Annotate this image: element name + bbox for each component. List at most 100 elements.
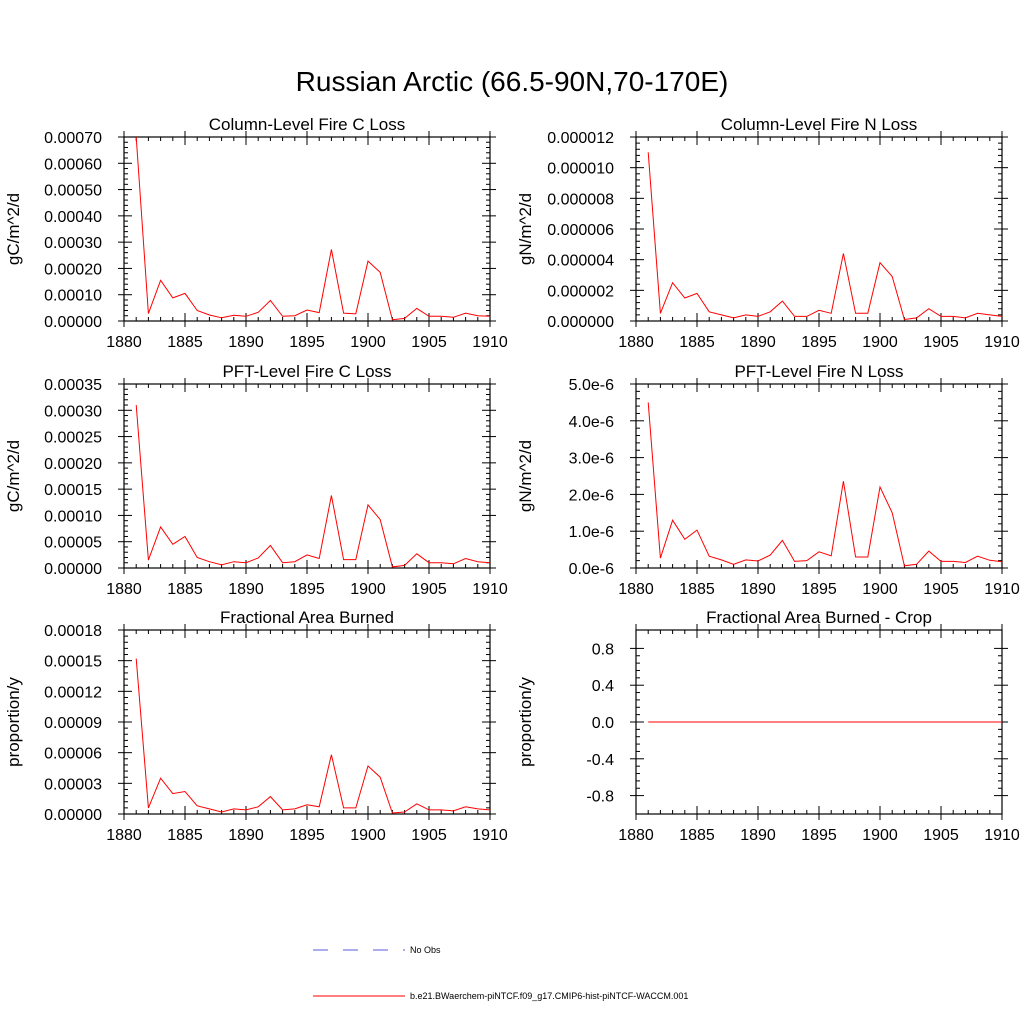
y-axis-label: gN/m^2/d	[516, 193, 535, 265]
x-tick-label: 1880	[618, 827, 654, 844]
y-axis-label: gC/m^2/d	[4, 193, 23, 265]
y-tick-label: 0.00070	[44, 130, 102, 147]
x-tick-label: 1900	[350, 581, 386, 598]
figure-title: Russian Arctic (66.5-90N,70-170E)	[296, 66, 729, 97]
y-tick-label: 0.00030	[44, 235, 102, 252]
y-tick-label: 0.00000	[44, 314, 102, 331]
panel-title: Fractional Area Burned	[220, 608, 394, 627]
x-tick-label: 1895	[289, 581, 325, 598]
x-tick-label: 1910	[472, 581, 508, 598]
y-tick-label: 0.000002	[547, 283, 614, 300]
plot-frame	[123, 629, 491, 815]
x-tick-label: 1900	[350, 334, 386, 351]
chart-panel-6: Fractional Area Burned - Crop proportion/…	[516, 608, 1020, 844]
panel-title: Fractional Area Burned - Crop	[706, 608, 932, 627]
panel-title: Column-Level Fire C Loss	[209, 115, 406, 134]
x-tick-label: 1905	[411, 581, 447, 598]
legend-label-model: b.e21.BWaerchem-piNTCF.f09_g17.CMIP6-his…	[410, 991, 688, 1001]
x-tick-label: 1885	[679, 581, 715, 598]
chart-panel-1: Column-Level Fire C Loss gC/m^2/d 1880 1885…	[4, 115, 508, 351]
y-tick-label: 0.00009	[44, 715, 102, 732]
y-axis-label: proportion/y	[4, 677, 23, 767]
x-tick-label: 1890	[228, 334, 264, 351]
x-tick-label: 1900	[862, 827, 898, 844]
x-tick-label: 1910	[984, 581, 1020, 598]
series-line	[647, 402, 1003, 567]
series-line	[135, 136, 491, 321]
series-line	[135, 658, 491, 814]
y-tick-label: 0.00005	[44, 535, 102, 552]
y-tick-label: 0.000004	[547, 253, 614, 270]
x-tick-label: 1885	[167, 334, 203, 351]
x-tick-label: 1895	[801, 581, 837, 598]
y-tick-label: 0.000000	[547, 314, 614, 331]
y-tick-label: 0.00012	[44, 684, 102, 701]
y-tick-label: 0.0	[592, 715, 614, 732]
y-tick-label: 0.00000	[44, 561, 102, 578]
y-tick-label: 0.00010	[44, 508, 102, 525]
x-tick-label: 1910	[984, 334, 1020, 351]
y-tick-label: 0.000012	[547, 130, 614, 147]
y-tick-label: -0.8	[586, 789, 614, 806]
chart-panel-2: Column-Level Fire N Loss gN/m^2/d 1880 1885…	[516, 115, 1020, 351]
x-tick-label: 1905	[923, 334, 959, 351]
y-tick-label: 0.00018	[44, 623, 102, 640]
x-tick-label: 1900	[350, 827, 386, 844]
x-tick-label: 1885	[679, 334, 715, 351]
plot-frame	[635, 383, 1003, 569]
y-tick-label: 0.000008	[547, 191, 614, 208]
y-tick-label: 0.00035	[44, 377, 102, 394]
y-tick-label: 0.00006	[44, 746, 102, 763]
x-tick-label: 1885	[167, 827, 203, 844]
x-tick-label: 1910	[984, 827, 1020, 844]
legend-label-no-obs: No Obs	[410, 945, 441, 955]
y-tick-label: 5.0e-6	[569, 377, 614, 394]
y-tick-label: 0.00020	[44, 456, 102, 473]
panel-title: PFT-Level Fire C Loss	[222, 362, 391, 381]
y-tick-label: 0.000006	[547, 222, 614, 239]
y-tick-label: 0.00010	[44, 288, 102, 305]
x-tick-label: 1890	[740, 334, 776, 351]
chart-panel-3: PFT-Level Fire C Loss gC/m^2/d 1880 1885 189…	[4, 362, 508, 598]
y-tick-label: 0.00050	[44, 183, 102, 200]
x-tick-label: 1900	[862, 334, 898, 351]
x-tick-label: 1905	[923, 581, 959, 598]
panel-title: PFT-Level Fire N Loss	[734, 362, 903, 381]
chart-panel-4: PFT-Level Fire N Loss gN/m^2/d 1880 1885 189…	[516, 362, 1020, 598]
x-tick-label: 1880	[106, 334, 142, 351]
y-tick-label: 0.00060	[44, 156, 102, 173]
y-tick-label: 0.0e-6	[569, 561, 614, 578]
x-tick-label: 1880	[618, 334, 654, 351]
y-tick-label: 0.00030	[44, 403, 102, 420]
plot-frame	[635, 136, 1003, 322]
x-tick-label: 1880	[618, 581, 654, 598]
y-tick-label: 0.00020	[44, 261, 102, 278]
y-tick-label: 0.000010	[547, 161, 614, 178]
x-tick-label: 1910	[472, 334, 508, 351]
y-tick-label: 0.00000	[44, 807, 102, 824]
panel-title: Column-Level Fire N Loss	[721, 115, 918, 134]
series-line	[647, 152, 1003, 321]
x-tick-label: 1890	[228, 827, 264, 844]
x-tick-label: 1895	[801, 827, 837, 844]
x-tick-label: 1890	[740, 581, 776, 598]
x-tick-label: 1895	[801, 334, 837, 351]
y-tick-label: 0.00025	[44, 430, 102, 447]
y-axis-label: proportion/y	[516, 677, 535, 767]
x-tick-label: 1910	[472, 827, 508, 844]
y-axis-label: gC/m^2/d	[4, 440, 23, 512]
x-tick-label: 1895	[289, 827, 325, 844]
x-tick-label: 1895	[289, 334, 325, 351]
x-tick-label: 1880	[106, 827, 142, 844]
plot-frame	[123, 136, 491, 322]
y-tick-label: -0.4	[586, 752, 614, 769]
y-tick-label: 0.00015	[44, 654, 102, 671]
series-line	[135, 404, 491, 568]
y-tick-label: 1.0e-6	[569, 524, 614, 541]
x-tick-label: 1900	[862, 581, 898, 598]
y-tick-label: 3.0e-6	[569, 451, 614, 468]
y-axis-label: gN/m^2/d	[516, 440, 535, 512]
x-tick-label: 1905	[923, 827, 959, 844]
y-tick-label: 4.0e-6	[569, 414, 614, 431]
chart-panel-5: Fractional Area Burned proportion/y 1880 18…	[4, 608, 508, 844]
